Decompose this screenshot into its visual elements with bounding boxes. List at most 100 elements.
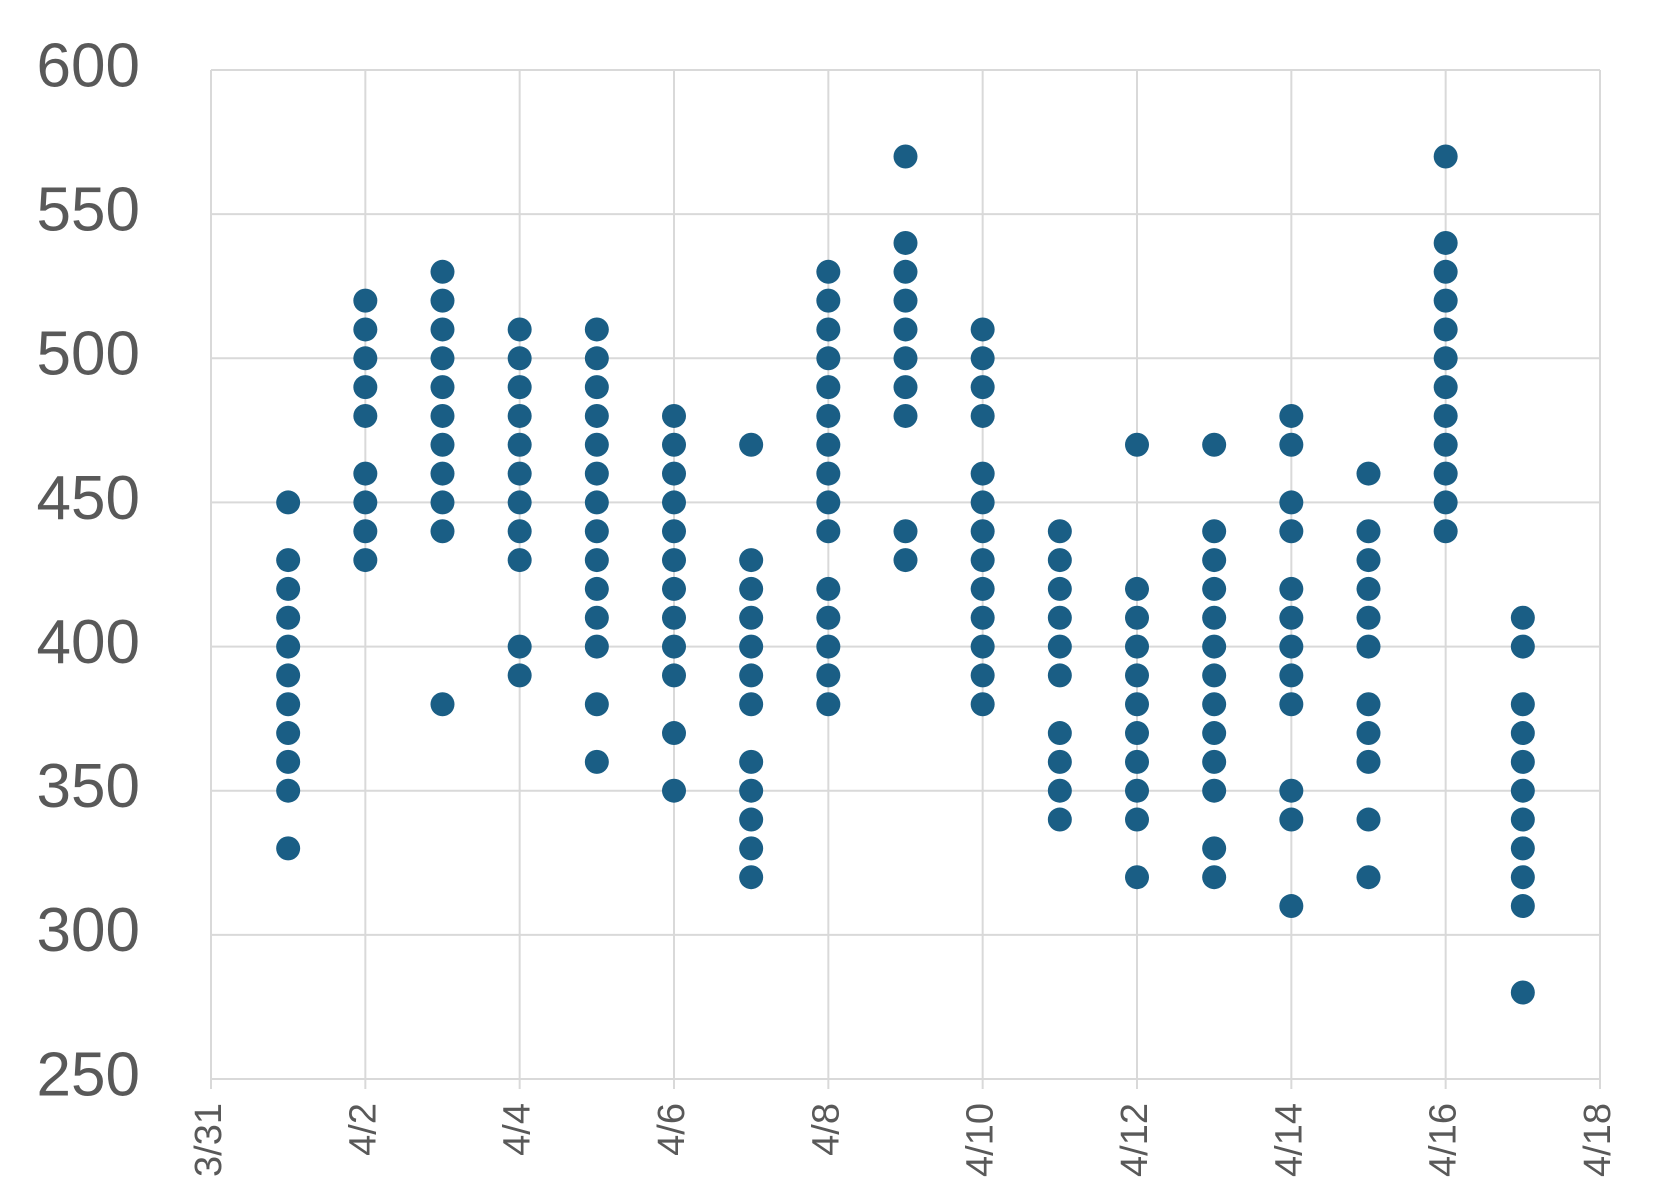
data-point bbox=[430, 692, 455, 717]
data-point bbox=[1279, 663, 1304, 688]
data-point bbox=[276, 749, 301, 774]
data-point bbox=[970, 519, 995, 544]
data-point bbox=[1356, 865, 1381, 890]
data-point bbox=[1047, 605, 1072, 630]
data-point bbox=[584, 317, 609, 342]
data-point bbox=[816, 346, 841, 371]
data-point bbox=[739, 692, 764, 717]
data-point bbox=[970, 663, 995, 688]
data-point bbox=[584, 375, 609, 400]
data-point bbox=[1202, 605, 1227, 630]
data-point bbox=[816, 403, 841, 428]
data-point bbox=[353, 461, 378, 486]
data-point bbox=[1279, 605, 1304, 630]
data-point bbox=[584, 692, 609, 717]
data-point bbox=[430, 375, 455, 400]
data-point bbox=[893, 144, 918, 169]
data-point bbox=[584, 461, 609, 486]
data-point bbox=[1433, 375, 1458, 400]
data-point bbox=[893, 375, 918, 400]
data-point bbox=[1510, 721, 1535, 746]
data-point bbox=[970, 605, 995, 630]
data-point bbox=[1433, 461, 1458, 486]
data-point bbox=[662, 663, 686, 688]
data-point bbox=[739, 749, 764, 774]
data-point bbox=[970, 576, 995, 601]
data-point bbox=[1125, 432, 1149, 457]
data-point bbox=[970, 692, 995, 717]
data-point bbox=[662, 490, 686, 515]
data-point bbox=[584, 346, 609, 371]
data-point bbox=[739, 865, 764, 890]
data-point bbox=[816, 605, 841, 630]
data-point bbox=[1510, 894, 1535, 919]
data-point bbox=[1125, 634, 1149, 659]
data-point bbox=[970, 634, 995, 659]
data-point bbox=[584, 432, 609, 457]
data-point bbox=[1433, 490, 1458, 515]
data-point bbox=[1510, 692, 1535, 717]
data-point bbox=[739, 663, 764, 688]
data-point bbox=[1202, 634, 1227, 659]
data-point bbox=[1125, 778, 1149, 803]
data-point bbox=[970, 403, 995, 428]
data-point bbox=[507, 519, 532, 544]
data-point bbox=[816, 692, 841, 717]
data-point bbox=[1202, 836, 1227, 861]
data-point bbox=[1202, 692, 1227, 717]
data-point bbox=[970, 548, 995, 573]
data-point bbox=[353, 403, 378, 428]
data-point bbox=[816, 317, 841, 342]
data-point bbox=[1279, 576, 1304, 601]
data-point bbox=[353, 548, 378, 573]
data-point bbox=[1279, 432, 1304, 457]
data-point bbox=[1433, 317, 1458, 342]
data-point bbox=[1202, 663, 1227, 688]
data-point bbox=[1433, 403, 1458, 428]
data-point bbox=[584, 749, 609, 774]
data-point bbox=[276, 721, 301, 746]
data-point bbox=[739, 807, 764, 832]
x-tick-label: 4/8 bbox=[805, 1103, 847, 1156]
data-point bbox=[893, 317, 918, 342]
y-tick-label: 450 bbox=[37, 464, 140, 533]
data-point bbox=[1356, 605, 1381, 630]
data-point bbox=[662, 432, 686, 457]
y-tick-label: 300 bbox=[37, 896, 140, 965]
data-point bbox=[430, 346, 455, 371]
data-point bbox=[1433, 288, 1458, 313]
data-point bbox=[1356, 721, 1381, 746]
x-tick-label: 4/2 bbox=[342, 1103, 384, 1156]
data-point bbox=[893, 288, 918, 313]
data-point bbox=[1125, 807, 1149, 832]
data-point bbox=[662, 605, 686, 630]
x-tick-label: 4/16 bbox=[1423, 1103, 1465, 1177]
data-point bbox=[584, 519, 609, 544]
data-point bbox=[1433, 432, 1458, 457]
data-point bbox=[507, 634, 532, 659]
data-point bbox=[584, 548, 609, 573]
x-tick-label: 4/18 bbox=[1577, 1103, 1619, 1177]
data-point bbox=[1510, 605, 1535, 630]
data-point bbox=[584, 605, 609, 630]
data-point bbox=[739, 576, 764, 601]
data-point bbox=[1047, 576, 1072, 601]
data-point bbox=[1202, 749, 1227, 774]
data-point bbox=[276, 634, 301, 659]
data-point bbox=[1510, 980, 1535, 1005]
x-tick-label: 4/12 bbox=[1114, 1103, 1156, 1177]
data-point bbox=[893, 230, 918, 255]
data-point bbox=[816, 634, 841, 659]
data-point bbox=[507, 375, 532, 400]
x-tick-label: 4/6 bbox=[651, 1103, 693, 1156]
data-point bbox=[1279, 894, 1304, 919]
data-point bbox=[739, 778, 764, 803]
data-point bbox=[353, 519, 378, 544]
data-point bbox=[1356, 461, 1381, 486]
data-point bbox=[816, 519, 841, 544]
data-point bbox=[893, 548, 918, 573]
data-point bbox=[507, 461, 532, 486]
data-point bbox=[1356, 749, 1381, 774]
data-point bbox=[816, 288, 841, 313]
